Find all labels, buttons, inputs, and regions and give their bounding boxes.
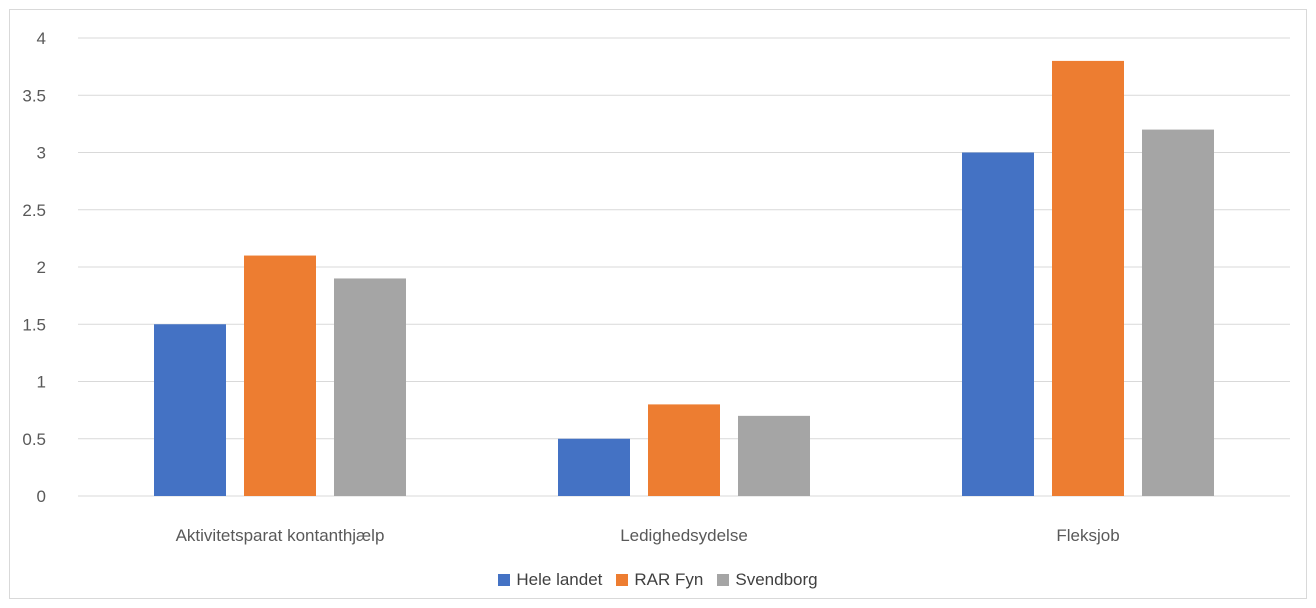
bar [962,152,1034,496]
x-category-label: Fleksjob [1056,526,1119,545]
legend-label: Svendborg [735,570,818,589]
y-tick-label: 0.5 [22,430,46,449]
bar [1052,60,1124,497]
bar [334,278,406,496]
x-category-label: Ledighedsydelse [620,526,748,545]
legend: Hele landet RAR Fyn Svendborg [0,570,1316,590]
legend-item-rar-fyn: RAR Fyn [616,570,703,590]
bar [558,438,630,496]
x-category-label: Aktivitetsparat kontanthjælp [176,526,385,545]
legend-swatch [616,574,629,586]
legend-swatch [498,574,511,586]
bar [244,255,316,496]
bar [738,415,810,496]
y-tick-label: 1.5 [22,315,46,334]
legend-label: RAR Fyn [634,570,704,589]
legend-item-svendborg: Svendborg [717,570,818,590]
bar [154,324,226,496]
y-tick-label: 4 [37,29,46,48]
legend-swatch [717,574,730,586]
y-tick-label: 1 [37,373,46,392]
bar [648,404,720,496]
legend-label: Hele landet [516,570,603,589]
y-tick-label: 2 [37,258,46,277]
y-tick-label: 3.5 [22,86,46,105]
y-tick-label: 0 [37,487,46,506]
bar [1142,129,1214,496]
y-tick-label: 3 [37,144,46,163]
y-tick-label: 2.5 [22,201,46,220]
legend-item-hele-landet: Hele landet [498,570,602,590]
